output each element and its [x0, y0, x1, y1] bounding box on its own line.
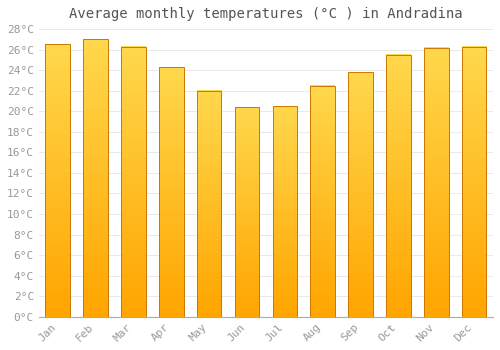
Title: Average monthly temperatures (°C ) in Andradina: Average monthly temperatures (°C ) in An… — [69, 7, 462, 21]
Bar — [121, 47, 146, 317]
Bar — [46, 44, 70, 317]
Bar — [348, 72, 373, 317]
Bar — [462, 47, 486, 317]
Bar — [424, 48, 448, 317]
Bar — [159, 67, 184, 317]
Bar — [197, 91, 222, 317]
Bar — [310, 86, 335, 317]
Bar — [386, 55, 410, 317]
Bar — [234, 107, 260, 317]
Bar — [84, 39, 108, 317]
Bar — [272, 106, 297, 317]
